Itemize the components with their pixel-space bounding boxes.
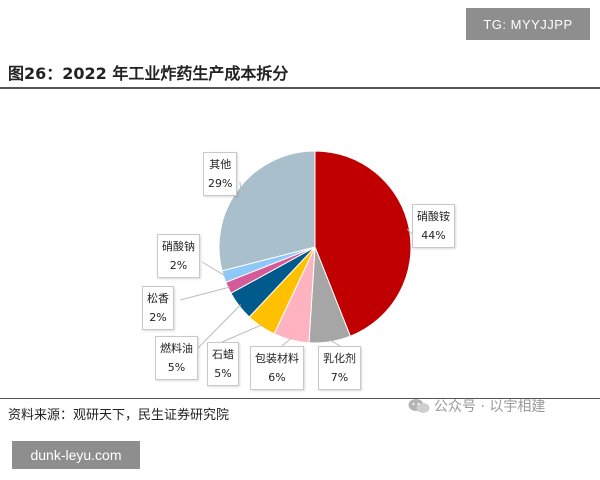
leader-line-4 [197, 304, 242, 349]
slice-label-value: 5% [167, 361, 186, 374]
source-note: 资料来源：观研天下，民生证券研究院 [8, 408, 230, 423]
slice-label-3: 石蜡 5% [207, 342, 239, 386]
leader-line-7 [239, 181, 242, 190]
watermark-top: TG: MYYJJPP [466, 8, 590, 40]
leader-lines [179, 181, 413, 349]
slice-label-1: 乳化剂 7% [318, 346, 361, 390]
slice-label-name: 硝酸铵 [417, 210, 450, 223]
slice-label-value: 2% [149, 311, 167, 324]
watermark-bottom: dunk-leyu.com [12, 441, 140, 469]
leader-line-2 [281, 337, 292, 347]
slice-label-name: 包装材料 [255, 352, 299, 365]
slice-label-value: 5% [214, 367, 232, 380]
slice-label-6: 硝酸钠 2% [157, 234, 200, 278]
slice-label-value: 6% [268, 371, 286, 384]
leader-line-5 [179, 286, 231, 301]
slice-label-name: 松香 [147, 292, 169, 305]
slice-label-name: 硝酸钠 [162, 240, 195, 253]
wechat-text: 公众号 · 以宇相建 [434, 399, 546, 415]
pie-slice-7 [218, 150, 316, 272]
slice-label-4: 燃料油 5% [155, 336, 198, 380]
leader-line-6 [201, 261, 226, 277]
slice-label-name: 其他 [209, 158, 232, 171]
wechat-icon [408, 399, 430, 413]
slice-label-0: 硝酸铵 44% [412, 204, 455, 248]
slice-label-name: 燃料油 [160, 342, 193, 355]
slice-label-name: 石蜡 [212, 348, 234, 361]
wechat-watermark: 公众号 · 以宇相建 [408, 396, 545, 416]
leader-line-3 [221, 324, 263, 343]
slice-label-name: 乳化剂 [323, 352, 356, 365]
slice-label-value: 29% [208, 177, 233, 190]
slice-label-7: 其他 29% [203, 152, 238, 196]
slice-label-value: 7% [330, 371, 349, 384]
slice-label-5: 松香 2% [142, 286, 174, 330]
pie-slice-0 [314, 150, 412, 337]
pie-slices [218, 150, 412, 344]
pie-chart [179, 150, 413, 349]
slice-label-value: 2% [169, 259, 188, 272]
slice-label-2: 包装材料 6% [250, 346, 304, 390]
leader-line-1 [329, 339, 341, 347]
title-divider [0, 87, 600, 89]
chart-title: 图26：2022 年工业炸药生产成本拆分 [8, 64, 289, 83]
leader-line-0 [406, 229, 413, 235]
slice-label-value: 44% [421, 229, 446, 242]
source-divider [0, 398, 600, 399]
